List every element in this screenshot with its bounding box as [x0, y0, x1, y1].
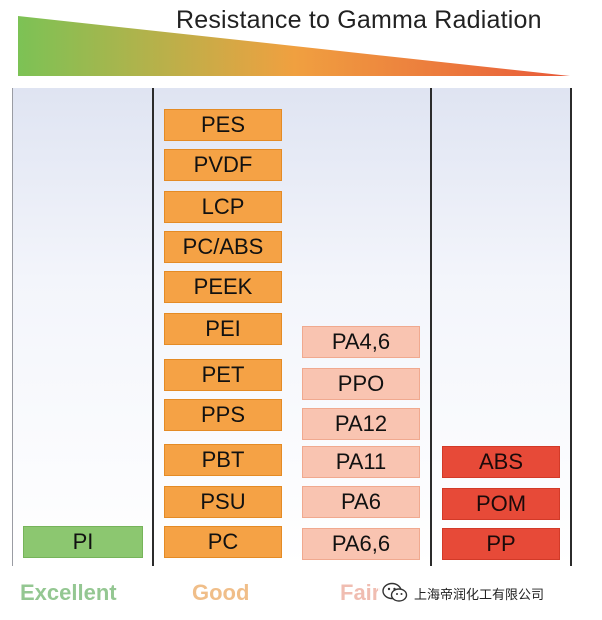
- material-pa12: PA12: [302, 408, 420, 440]
- material-abs: ABS: [442, 446, 560, 478]
- column-good: PES PVDF LCP PC/ABS PEEK PEI PET PPS PBT…: [152, 88, 294, 566]
- diagram-title: Resistance to Gamma Radiation: [176, 6, 542, 34]
- material-peek: PEEK: [164, 271, 282, 303]
- column-fair: PA4,6 PPO PA12 PA11 PA6 PA6,6: [292, 88, 432, 566]
- material-pvdf: PVDF: [164, 149, 282, 181]
- material-pc: PC: [164, 526, 282, 558]
- material-pes: PES: [164, 109, 282, 141]
- resistance-gradient-wedge: [18, 16, 570, 76]
- column-poor: ABS POM PP: [430, 88, 572, 566]
- material-pei: PEI: [164, 313, 282, 345]
- material-pa11: PA11: [302, 446, 420, 478]
- material-pa46: PA4,6: [302, 326, 420, 358]
- category-label-good: Good: [192, 580, 250, 605]
- material-pp: PP: [442, 528, 560, 560]
- material-pc-abs: PC/ABS: [164, 231, 282, 263]
- material-pa66: PA6,6: [302, 528, 420, 560]
- material-pet: PET: [164, 359, 282, 391]
- material-psu: PSU: [164, 486, 282, 518]
- material-pbt: PBT: [164, 444, 282, 476]
- watermark-text: 上海帝润化工有限公司: [414, 586, 545, 602]
- material-pa6: PA6: [302, 486, 420, 518]
- material-pps: PPS: [164, 399, 282, 431]
- material-ppo: PPO: [302, 368, 420, 400]
- material-lcp: LCP: [164, 191, 282, 223]
- material-pi: PI: [23, 526, 143, 558]
- category-label-fair: Fair: [340, 580, 381, 605]
- category-label-excellent: Excellent: [20, 580, 117, 605]
- watermark: 上海帝润化工有限公司: [378, 580, 549, 606]
- wechat-icon: [382, 582, 408, 602]
- column-excellent: PI: [12, 88, 154, 566]
- material-pom: POM: [442, 488, 560, 520]
